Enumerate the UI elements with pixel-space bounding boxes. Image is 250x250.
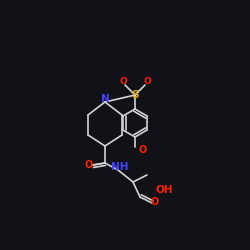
Text: O: O: [119, 78, 127, 86]
Text: O: O: [85, 160, 93, 170]
Text: O: O: [143, 78, 151, 86]
Text: O: O: [139, 145, 147, 155]
Text: N: N: [100, 94, 110, 104]
Text: NH: NH: [111, 162, 129, 172]
Text: O: O: [151, 197, 159, 207]
Text: OH: OH: [155, 185, 172, 195]
Text: S: S: [131, 90, 139, 100]
